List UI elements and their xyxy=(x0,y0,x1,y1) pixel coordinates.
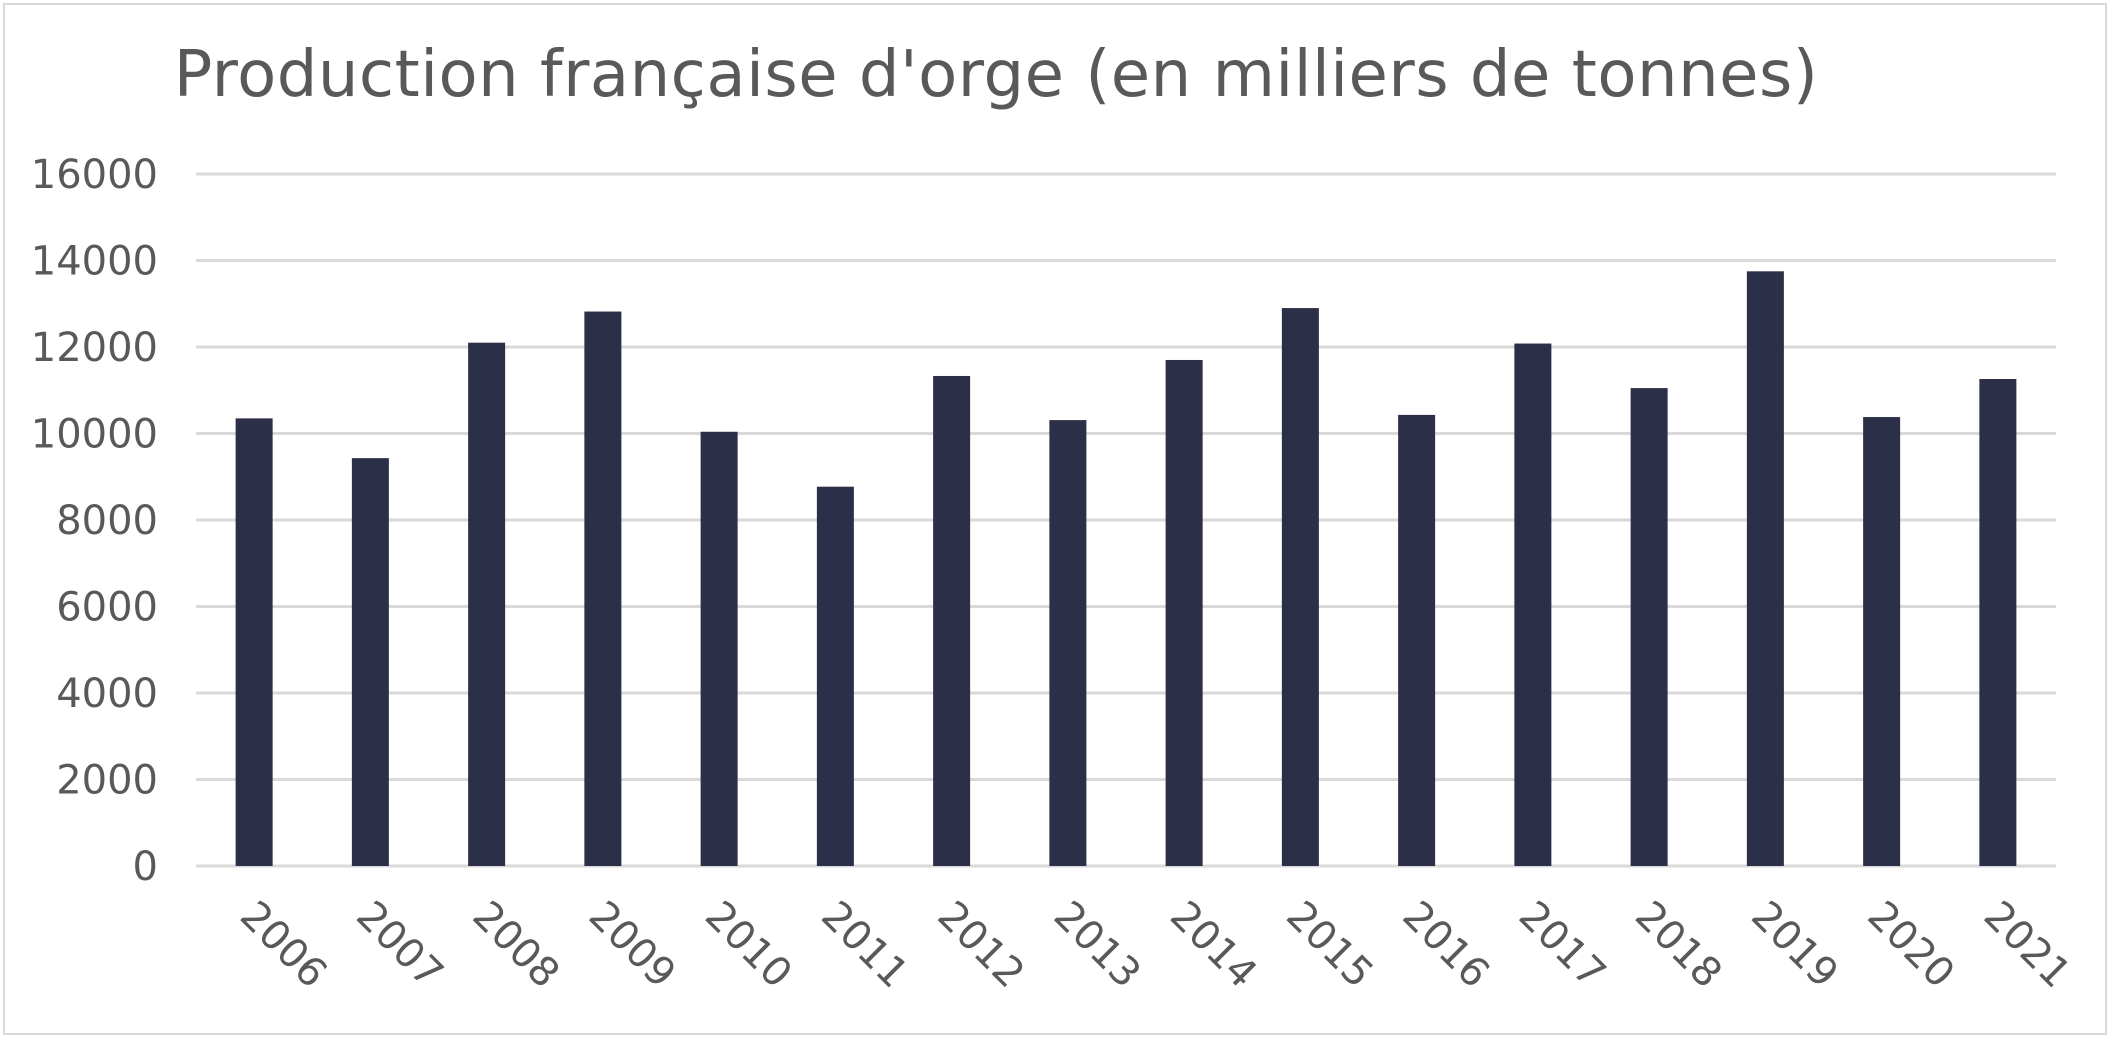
bar-2018 xyxy=(1630,388,1668,866)
x-tick-label: 2018 xyxy=(1626,893,1731,998)
bar-2009 xyxy=(584,311,622,866)
chart-title: Production française d'orge (en milliers… xyxy=(173,38,1819,112)
x-tick-label: 2014 xyxy=(1161,893,1266,998)
y-tick-label: 12000 xyxy=(31,325,158,371)
bar-2008 xyxy=(468,342,506,866)
x-tick-label: 2016 xyxy=(1394,893,1499,998)
bar-2016 xyxy=(1398,414,1436,866)
x-tick-label: 2015 xyxy=(1277,893,1382,998)
bar-2011 xyxy=(816,486,854,866)
bar-2007 xyxy=(351,458,389,866)
y-tick-label: 10000 xyxy=(31,412,158,458)
x-tick-label: 2006 xyxy=(231,893,336,998)
bar-2021 xyxy=(1979,379,2017,866)
bars xyxy=(235,271,2017,866)
x-tick-label: 2011 xyxy=(812,893,917,998)
y-tick-label: 2000 xyxy=(56,758,158,804)
bar-2014 xyxy=(1165,359,1203,866)
bar-2019 xyxy=(1746,271,1784,866)
y-tick-label: 0 xyxy=(133,844,158,890)
x-tick-label: 2010 xyxy=(696,893,801,998)
bar-2012 xyxy=(933,375,971,866)
bar-2015 xyxy=(1281,308,1319,866)
y-tick-label: 14000 xyxy=(31,239,158,285)
bar-2010 xyxy=(700,431,738,866)
x-tick-label: 2017 xyxy=(1510,893,1615,998)
y-tick-label: 6000 xyxy=(56,585,158,631)
y-tick-label: 4000 xyxy=(56,671,158,717)
x-tick-label: 2007 xyxy=(347,893,452,998)
y-tick-label: 8000 xyxy=(56,498,158,544)
x-tick-label: 2019 xyxy=(1742,893,1847,998)
bar-2013 xyxy=(1049,420,1087,866)
x-tick-label: 2009 xyxy=(580,893,685,998)
y-axis-tick-labels: 0 2000 4000 6000 8000 10000 12000 14000 16000 xyxy=(31,152,158,890)
x-tick-label: 2013 xyxy=(1045,893,1150,998)
bar-2006 xyxy=(235,418,273,866)
x-tick-label: 2020 xyxy=(1859,893,1964,998)
bar-2017 xyxy=(1514,343,1552,866)
x-tick-label: 2021 xyxy=(1975,893,2080,998)
bar-2020 xyxy=(1863,417,1901,866)
gridlines xyxy=(196,172,2056,868)
y-tick-label: 16000 xyxy=(31,152,158,198)
x-axis-tick-labels: 2006 2007 2008 2009 2010 2011 2012 2013 2014 2015… xyxy=(231,893,2079,998)
x-tick-label: 2008 xyxy=(464,893,569,998)
x-tick-label: 2012 xyxy=(929,893,1034,998)
